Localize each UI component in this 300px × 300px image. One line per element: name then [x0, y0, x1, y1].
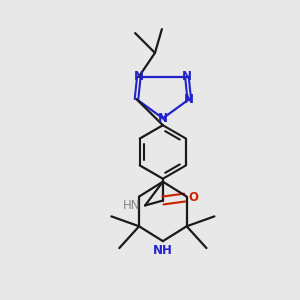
Text: N: N [184, 93, 194, 106]
Text: N: N [134, 70, 144, 83]
Text: NH: NH [153, 244, 173, 256]
Text: O: O [189, 191, 199, 204]
Text: N: N [158, 112, 168, 125]
Text: HN: HN [122, 199, 140, 212]
Text: N: N [182, 70, 192, 83]
